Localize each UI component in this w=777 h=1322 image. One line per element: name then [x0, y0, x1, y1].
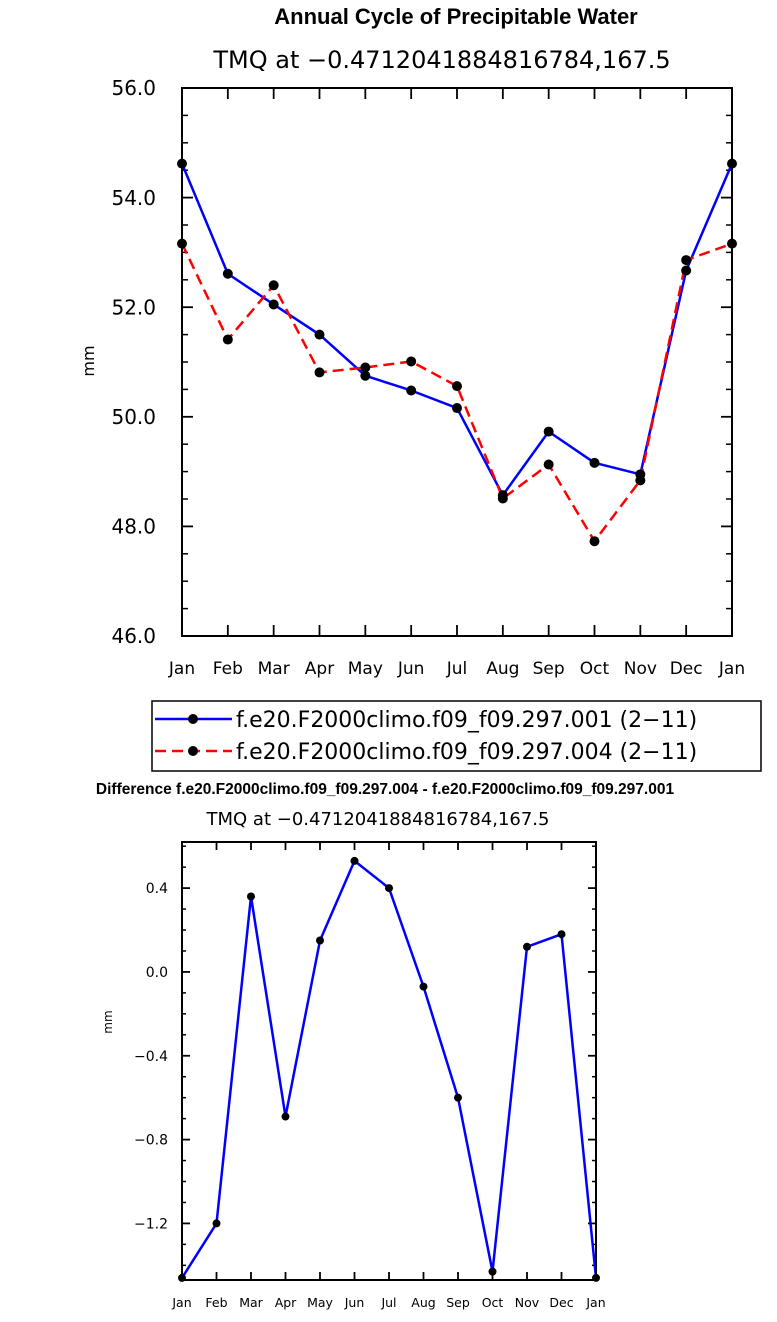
- chart1-plot-frame: [182, 88, 732, 636]
- chart1-series-0-point-5: [406, 385, 416, 395]
- chart2-y-tick-label-2: −0.4: [134, 1049, 168, 1065]
- chart1-series-0-point-8: [544, 427, 554, 437]
- chart2-plot: −1.2 −0.8 −0.4 0.0 0.4 Jan Feb Mar Apr May Jun Jul A…: [134, 842, 606, 1310]
- chart1-series-0-point-6: [452, 403, 462, 413]
- chart-canvas: Annual Cycle of Precipitable Water TMQ a…: [0, 0, 777, 1322]
- chart1-series-line-0: [182, 164, 732, 496]
- chart1-series-1-point-1: [223, 335, 233, 345]
- chart1-x-tick-label-8: Sep: [533, 659, 565, 679]
- chart1-x-tick-label-3: Apr: [305, 659, 334, 679]
- chart2-series-0-point-2: [247, 892, 255, 900]
- chart1-x-tick-label-5: Jun: [397, 659, 425, 679]
- chart2-y-tick-label-4: 0.4: [146, 881, 168, 897]
- chart1-x-tick-label-10: Nov: [624, 659, 657, 679]
- chart1-series-1-point-10: [635, 475, 645, 485]
- chart2-x-tick-label-2: Mar: [239, 1295, 263, 1310]
- chart1-series-1-point-9: [590, 536, 600, 546]
- chart1-series-1-point-11: [681, 255, 691, 265]
- chart2-x-tick-label-6: Jul: [380, 1295, 396, 1310]
- chart2-series-0-point-6: [385, 884, 393, 892]
- chart1-series-1-point-4: [360, 362, 370, 372]
- chart1-legend: f.e20.F2000climo.f09_f09.297.001 (2−11) …: [152, 701, 761, 771]
- chart2-series-0-point-9: [489, 1268, 497, 1276]
- chart1-series-1-point-6: [452, 381, 462, 391]
- chart1-x-tick-label-6: Jul: [446, 659, 468, 679]
- chart2-series-0-point-7: [420, 983, 428, 991]
- chart2-series-0-point-11: [558, 930, 566, 938]
- chart2-plot-frame: [182, 842, 596, 1280]
- chart2-series-0-point-3: [282, 1113, 290, 1121]
- chart2-ylabel: mm: [101, 1010, 115, 1033]
- chart2-series-0-point-5: [351, 857, 359, 865]
- chart1-x-tick-label-1: Feb: [213, 659, 243, 679]
- chart1-y-tick-label-1: 48.0: [111, 515, 156, 539]
- chart2-y-tick-label-1: −0.8: [134, 1133, 168, 1149]
- legend-label-2: f.e20.F2000climo.f09_f09.297.004 (2−11): [236, 740, 697, 765]
- chart1-x-tick-label-9: Oct: [580, 659, 610, 679]
- chart2-series-0-point-8: [454, 1094, 462, 1102]
- chart2-x-tick-label-8: Sep: [446, 1295, 470, 1310]
- legend-label-1: f.e20.F2000climo.f09_f09.297.001 (2−11): [236, 708, 697, 733]
- chart2-x-tick-label-1: Feb: [205, 1295, 227, 1310]
- chart2-series-0-point-1: [213, 1219, 221, 1227]
- chart1-x-tick-label-0: Jan: [168, 659, 195, 679]
- legend-marker-1: [188, 714, 198, 724]
- chart2-x-tick-label-0: Jan: [171, 1295, 191, 1310]
- chart1-series-1-point-3: [315, 367, 325, 377]
- chart1-x-tick-label-7: Aug: [486, 659, 519, 679]
- chart2-x-tick-label-12: Jan: [585, 1295, 605, 1310]
- chart1-series-1-point-5: [406, 356, 416, 366]
- chart2-y-tick-label-0: −1.2: [134, 1216, 168, 1232]
- chart2-x-tick-label-9: Oct: [482, 1295, 504, 1310]
- chart2-y-tick-label-3: 0.0: [146, 965, 168, 981]
- chart1-series-0-point-2: [269, 299, 279, 309]
- chart2-x-tick-label-5: Jun: [344, 1295, 365, 1310]
- chart1-subtitle: TMQ at −0.4712041884816784,167.5: [212, 46, 670, 74]
- chart2-x-tick-label-3: Apr: [275, 1295, 297, 1310]
- chart1-title: Annual Cycle of Precipitable Water: [274, 4, 638, 29]
- chart1-series-0-point-1: [223, 269, 233, 279]
- page: Annual Cycle of Precipitable Water TMQ a…: [0, 0, 777, 1322]
- chart1-series-0-point-3: [315, 330, 325, 340]
- chart1-x-tick-label-4: May: [348, 659, 383, 679]
- chart2-series-line-0: [182, 861, 596, 1278]
- chart1-series-1-point-7: [498, 493, 508, 503]
- chart2-subtitle: TMQ at −0.4712041884816784,167.5: [206, 809, 550, 830]
- chart1-series-line-1: [182, 244, 732, 542]
- chart1-ylabel: mm: [79, 345, 98, 376]
- chart1-x-tick-label-12: Jan: [718, 659, 745, 679]
- chart2-title: Difference f.e20.F2000climo.f09_f09.297.…: [96, 781, 675, 798]
- chart1-series-0-point-11: [681, 265, 691, 275]
- chart1-plot: 46.0 48.0 50.0 52.0 54.0 56.0 Jan Feb Mar Apr May J…: [111, 76, 745, 679]
- chart1-y-tick-label-2: 50.0: [111, 405, 156, 429]
- chart1-y-tick-label-5: 56.0: [111, 76, 156, 100]
- chart1-y-tick-label-3: 52.0: [111, 295, 156, 319]
- chart1-y-tick-label-4: 54.0: [111, 186, 156, 210]
- chart1-y-tick-label-0: 46.0: [111, 624, 156, 648]
- chart2-x-tick-label-11: Dec: [549, 1295, 573, 1310]
- chart1-x-tick-label-2: Mar: [258, 659, 290, 679]
- chart2-series-0-point-10: [523, 943, 531, 951]
- chart1-series-1-point-8: [544, 459, 554, 469]
- chart2-x-tick-label-7: Aug: [411, 1295, 435, 1310]
- chart1-x-tick-label-11: Dec: [670, 659, 703, 679]
- chart1-series-0-point-9: [590, 458, 600, 468]
- legend-marker-2: [188, 746, 198, 756]
- chart2-x-tick-label-4: May: [307, 1295, 333, 1310]
- chart2-x-tick-label-10: Nov: [515, 1295, 540, 1310]
- chart2-series-0-point-4: [316, 936, 324, 944]
- chart1-series-1-point-2: [269, 280, 279, 290]
